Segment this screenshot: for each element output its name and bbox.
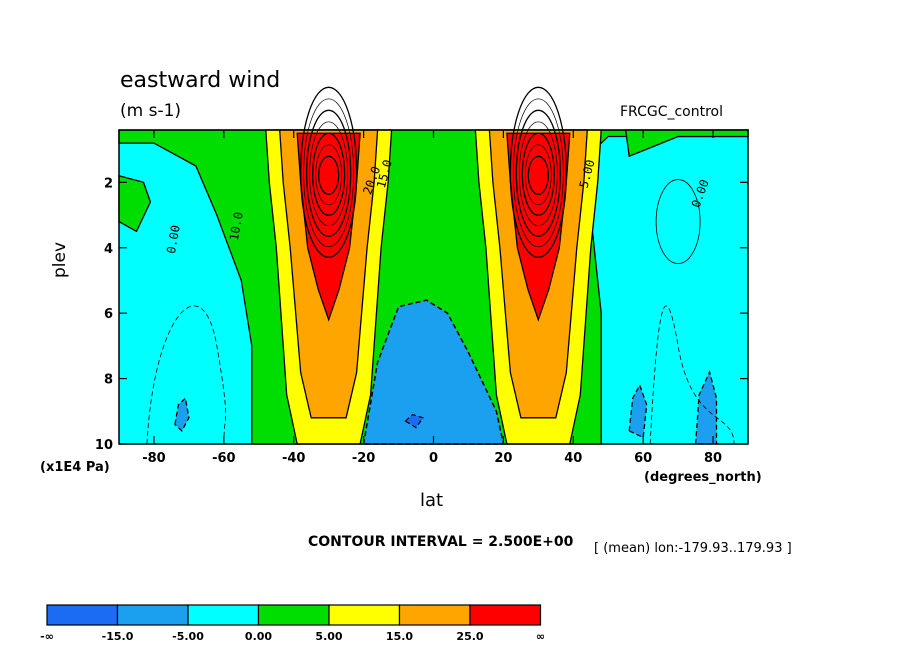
jet-north-core-contour-3 — [521, 132, 555, 216]
colorbar-swatch — [187, 604, 260, 626]
jet-south-core-contour-4 — [309, 121, 349, 227]
dashed-contour-1 — [649, 305, 735, 445]
contour-label: 0.00 — [164, 224, 183, 255]
colorbar-swatch — [469, 604, 542, 626]
x-tick-label: -40 — [282, 451, 306, 466]
chart-units: (m s-1) — [120, 101, 182, 121]
y-tick-label: 8 — [104, 373, 113, 388]
y-tick-label: 4 — [104, 242, 113, 257]
x-tick-label: 60 — [634, 451, 652, 466]
colorbar-swatch — [116, 604, 189, 626]
colorbar-swatch — [46, 604, 119, 626]
y-tick-label: 10 — [95, 438, 113, 453]
jet-south-core-contour-6 — [303, 98, 355, 248]
colorbar-swatch — [328, 604, 401, 626]
dashed-contour-0 — [146, 305, 226, 445]
contour-ring-right — [655, 179, 701, 264]
colorbar-swatch — [257, 604, 330, 626]
y-tick-label: 2 — [104, 176, 113, 191]
colorbar-label: 0.00 — [245, 630, 272, 643]
contour-label: 10.0 — [227, 211, 246, 242]
y-axis-units: (x1E4 Pa) — [40, 460, 110, 475]
jet-north-core-contour-2 — [524, 144, 552, 206]
region-blue-right2 — [694, 370, 718, 445]
colorbar-label: 15.0 — [386, 630, 413, 643]
colorbar-label: -5.00 — [172, 630, 204, 643]
x-tick-label: 40 — [564, 451, 582, 466]
jet-north-core-contour-1 — [527, 155, 549, 195]
chart-title: eastward wind — [120, 68, 281, 93]
jet-south-core-contour-7 — [300, 86, 358, 258]
jet-north-core-contour-5 — [515, 109, 561, 237]
jet-north-core-contour-7 — [509, 86, 567, 258]
jet-south-core-contour-2 — [315, 144, 343, 206]
colorbar-swatch — [398, 604, 471, 626]
colorbar-label: 5.00 — [315, 630, 342, 643]
x-tick-label: 0 — [429, 451, 438, 466]
x-tick-label: -60 — [212, 451, 236, 466]
jet-south-core-contour-3 — [312, 132, 346, 216]
x-axis-label: lat — [420, 490, 444, 511]
jet-north-core-contour-6 — [512, 98, 564, 248]
colorbar-label: -∞ — [40, 630, 54, 643]
contour-interval: CONTOUR INTERVAL = 2.500E+00 — [308, 534, 574, 550]
x-tick-label: -80 — [142, 451, 166, 466]
x-tick-label: 80 — [704, 451, 722, 466]
x-tick-label: -20 — [352, 451, 376, 466]
region-blue-center — [362, 299, 505, 445]
region-blue-left — [174, 396, 190, 432]
colorbar-label: ∞ — [536, 630, 545, 643]
region-blue-right1 — [628, 383, 648, 439]
jet-south-core-contour-5 — [306, 109, 352, 237]
x-axis-units: (degrees_north) — [644, 470, 762, 485]
colorbar-label: -15.0 — [102, 630, 134, 643]
region-deep-blue — [404, 413, 424, 429]
y-tick-label: 6 — [104, 307, 113, 322]
x-tick-label: 20 — [494, 451, 512, 466]
dataset-name: FRCGC_control — [620, 104, 724, 120]
colorbar-label: 25.0 — [456, 630, 483, 643]
lon-mean-note: [ (mean) lon:-179.93..179.93 ] — [594, 541, 792, 556]
jet-north-core-contour-4 — [518, 121, 558, 227]
jet-south-core-contour-1 — [318, 155, 340, 195]
